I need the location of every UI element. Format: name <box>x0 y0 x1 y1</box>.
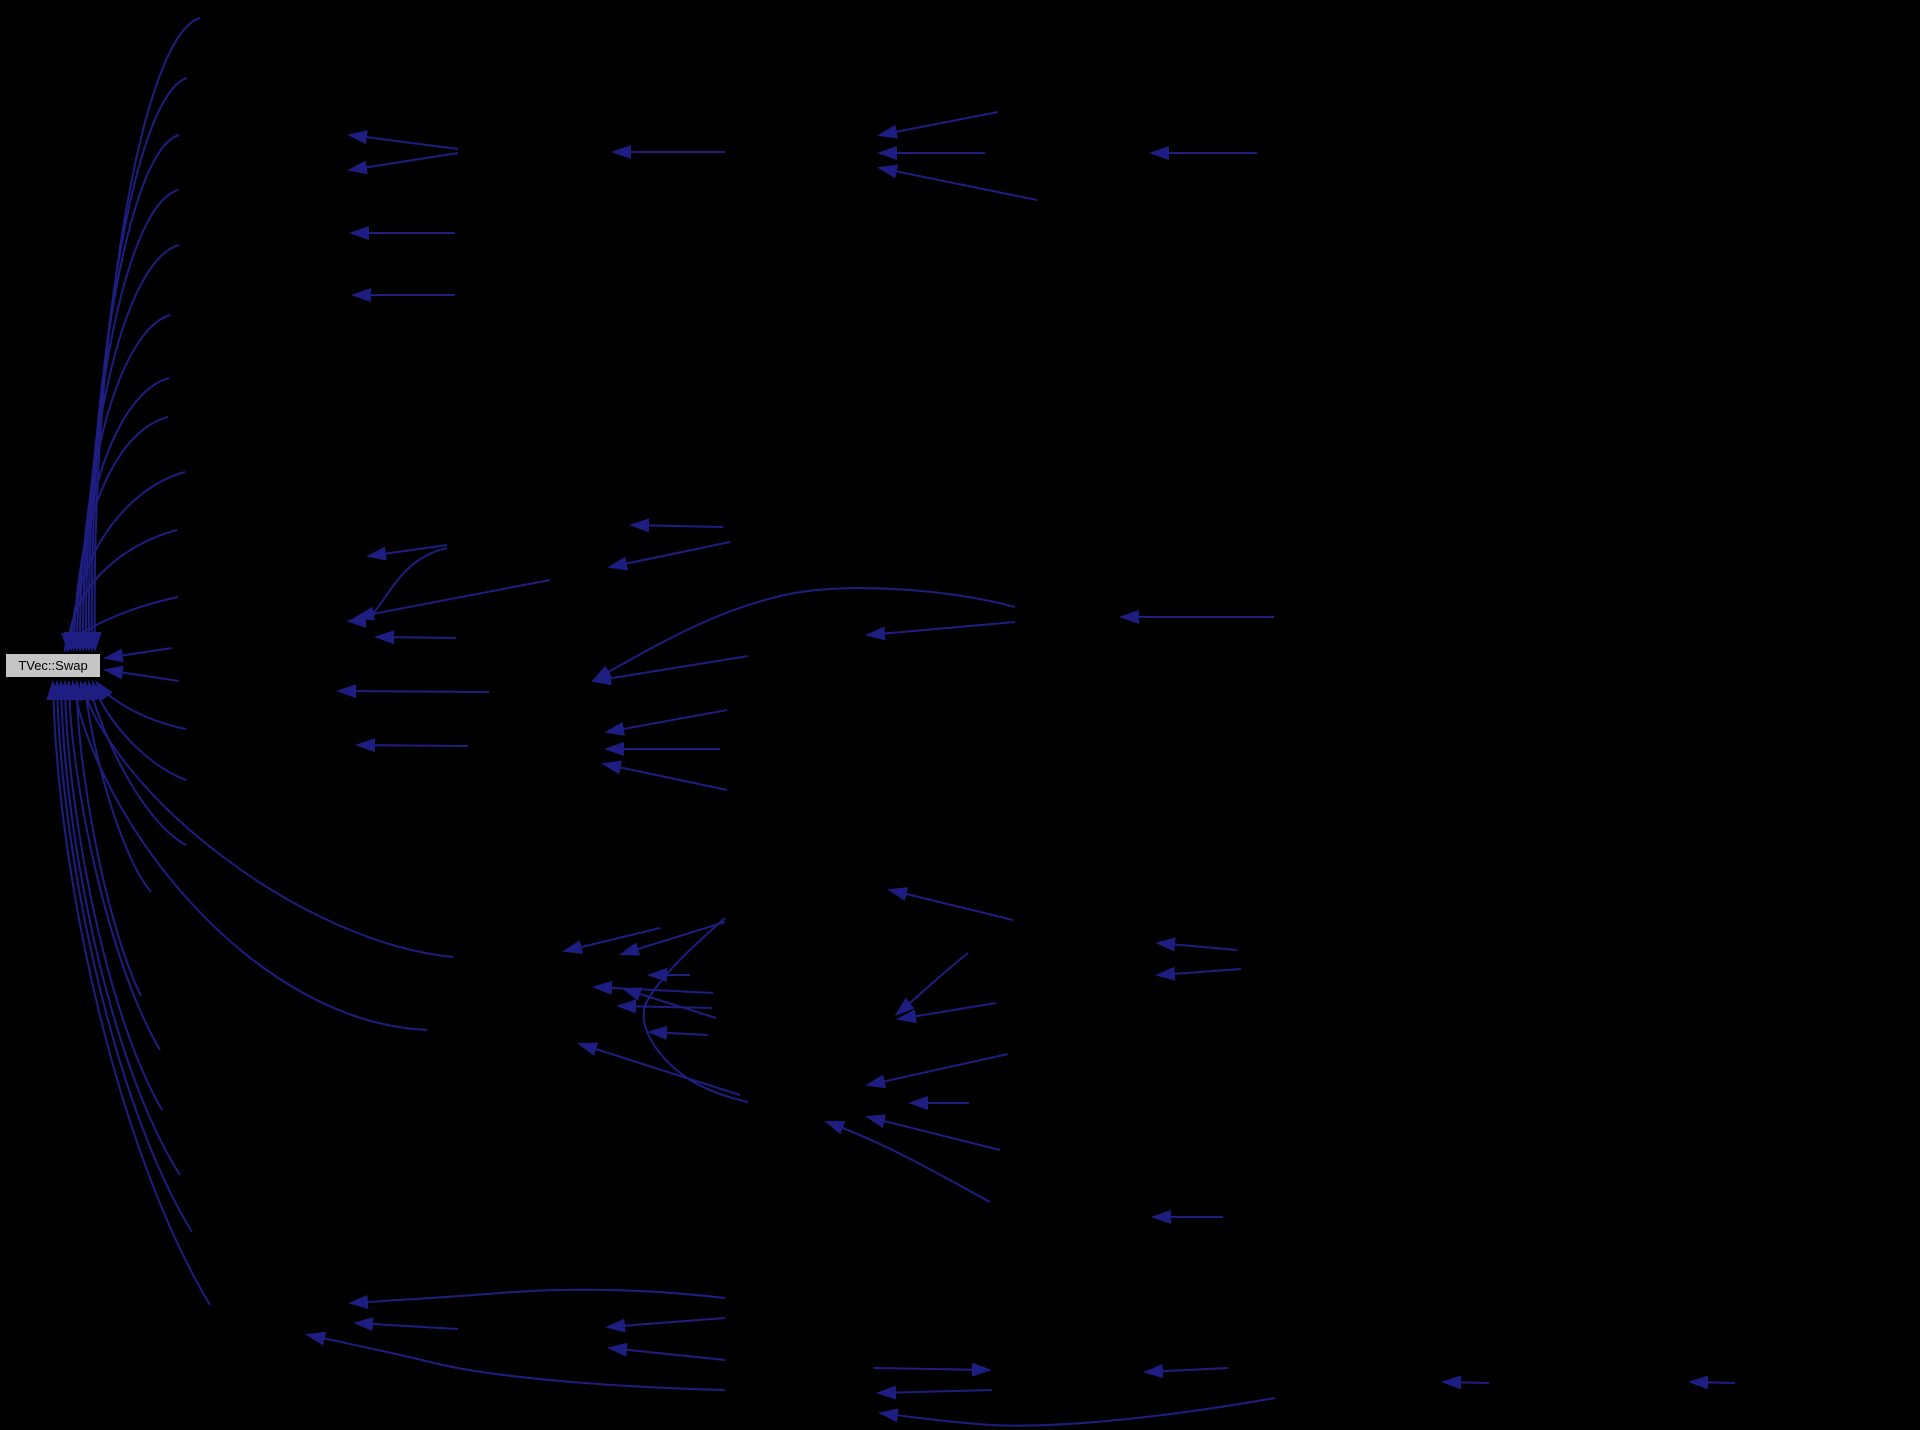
graph-edge <box>81 134 180 652</box>
graph-edge <box>75 244 180 652</box>
graph-edge <box>577 1042 741 1096</box>
graph-edge <box>877 111 999 139</box>
graph-edge <box>1688 1375 1736 1390</box>
graph-edge <box>54 680 181 1176</box>
graph-edge <box>103 665 180 682</box>
graph-edge <box>605 1317 726 1333</box>
graph-edge <box>896 1002 997 1024</box>
graph-node-tvec-swap[interactable]: TVec::Swap <box>5 653 101 678</box>
graph-edge <box>629 518 724 533</box>
graph-edge <box>876 1385 993 1400</box>
graph-edge <box>616 999 713 1014</box>
graph-edge <box>366 544 448 561</box>
graph-edge <box>68 680 428 1031</box>
graph-edge <box>61 529 178 653</box>
graph-edge <box>878 1397 1276 1427</box>
graph-edge <box>1155 937 1238 952</box>
graph-edge <box>591 587 1016 682</box>
graph-edge <box>46 680 211 1306</box>
graph-edge <box>355 738 469 753</box>
graph-edge <box>91 680 187 781</box>
graph-edge <box>877 164 1038 201</box>
graph-edge <box>63 596 179 653</box>
graph-edge <box>353 1317 459 1331</box>
edges-layer <box>46 17 1736 1427</box>
graph-edge <box>642 917 749 1103</box>
graph-edge <box>873 1362 992 1377</box>
graph-edge <box>354 579 551 621</box>
graph-edge <box>621 987 717 1019</box>
graph-edge <box>865 1114 1001 1151</box>
graph-edge <box>604 709 728 736</box>
graph-node-label: TVec::Swap <box>18 658 88 673</box>
graph-edge <box>647 1025 709 1040</box>
graph-edge <box>85 680 187 846</box>
graph-edge <box>1155 966 1242 981</box>
graph-edge <box>894 952 969 1016</box>
graph-edge <box>79 680 454 958</box>
graph-edge <box>62 680 161 1051</box>
graph-edge <box>1143 1364 1229 1379</box>
graph-edge <box>58 680 163 1111</box>
graph-edge <box>78 189 179 652</box>
graph-edge <box>95 680 187 730</box>
graph-edge <box>50 680 193 1233</box>
graph-edge <box>607 1342 726 1361</box>
graph-edge <box>601 760 728 791</box>
graph-edge <box>79 680 152 893</box>
graph-edge <box>305 1331 726 1391</box>
graph-edge <box>865 1053 1009 1089</box>
graph-edge <box>562 927 661 954</box>
graph-edge <box>619 921 726 956</box>
graph-edge <box>607 541 731 571</box>
graph-edge <box>347 152 459 175</box>
graph-edge <box>865 621 1016 641</box>
graph-edge <box>591 655 749 686</box>
graph-edge <box>1441 1375 1490 1390</box>
graph-edge <box>103 647 173 663</box>
graph-edge <box>336 684 490 699</box>
graph-edge <box>347 130 459 150</box>
graph-edge <box>69 680 142 997</box>
graph-edge <box>374 630 457 645</box>
graph-edge <box>84 77 188 652</box>
graph-edge <box>348 1288 726 1309</box>
graph-edge <box>887 887 1014 921</box>
graph-edge <box>87 17 201 652</box>
graph-edge <box>824 1120 991 1203</box>
